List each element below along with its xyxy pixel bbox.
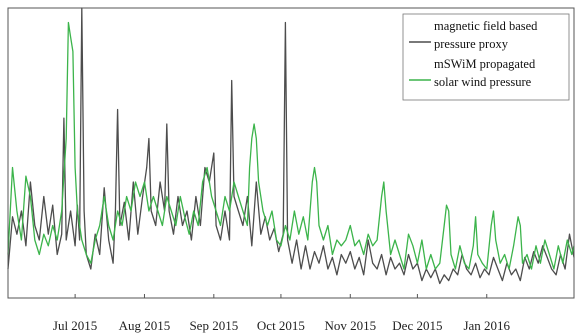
x-tick-label: Dec 2015 <box>392 318 442 333</box>
series-layer <box>7 7 575 285</box>
x-tick-label: Oct 2015 <box>257 318 305 333</box>
x-tick-label: Sep 2015 <box>189 318 238 333</box>
series-line-1 <box>7 21 575 270</box>
legend-label-1: mSWiM propagated <box>434 57 536 71</box>
x-tick-label: Nov 2015 <box>324 318 376 333</box>
legend-label-0: pressure proxy <box>434 37 509 51</box>
x-tick-label: Jan 2016 <box>463 318 510 333</box>
x-tick-label: Aug 2015 <box>119 318 171 333</box>
legend-label-1: solar wind pressure <box>434 75 532 89</box>
legend-label-0: magnetic field based <box>434 19 538 33</box>
x-axis-ticks: Jul 2015 Aug 2015 Sep 2015 Oct 2015 Nov 2015… <box>53 294 511 333</box>
plot-frame <box>7 7 575 299</box>
legend: magnetic field based pressure proxy mSWiM … <box>402 13 570 101</box>
legend-box <box>402 13 570 101</box>
x-tick-label: Jul 2015 <box>53 318 97 333</box>
